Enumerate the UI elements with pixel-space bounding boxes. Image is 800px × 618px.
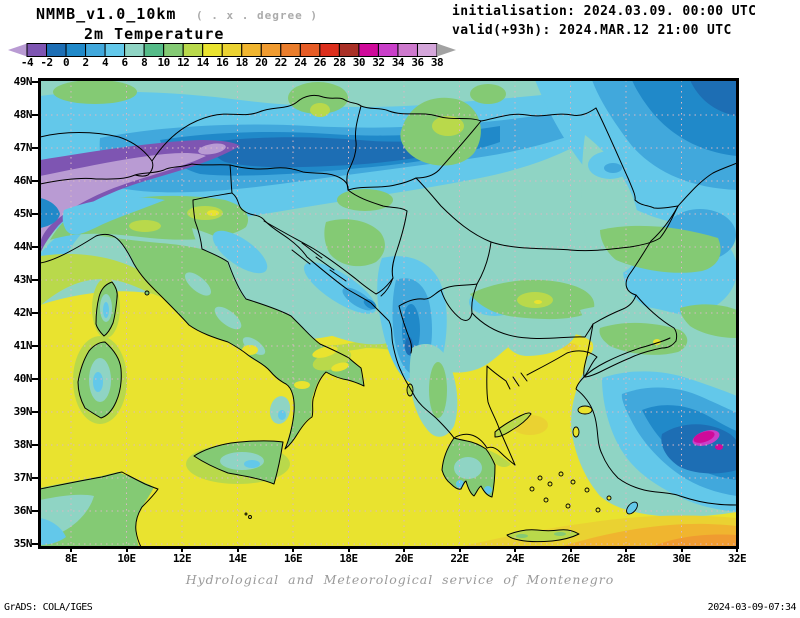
lat-tick: [32, 378, 38, 380]
colorbar-tick: 12: [177, 56, 190, 69]
model-title: NMMB_v1.0_10km: [36, 5, 177, 23]
lat-label: 47N: [13, 141, 33, 154]
lat-label: 42N: [13, 306, 33, 319]
lon-tick: [458, 547, 461, 552]
colorbar-tick: 32: [372, 56, 385, 69]
grid-layer: [40, 80, 737, 547]
lat-tick: [32, 345, 38, 347]
lon-label: 8E: [64, 552, 78, 565]
lat-tick: [32, 411, 38, 413]
colorbar-tick: 34: [391, 56, 405, 69]
init-line: initialisation: 2024.03.09. 00:00 UTC: [452, 4, 757, 19]
lat-tick: [32, 543, 38, 545]
lat-tick: [32, 279, 38, 281]
service-credit: Hydrological and Meteorological service …: [185, 572, 615, 587]
lat-label: 39N: [13, 405, 33, 418]
map-frame: [38, 78, 739, 549]
colorbar-tick: 10: [157, 56, 171, 69]
colorbar-tick: 24: [294, 56, 307, 69]
lon-tick: [680, 547, 683, 552]
lat-label: 41N: [13, 339, 33, 352]
lat-label: 38N: [13, 438, 33, 451]
colorbar-tick: 22: [274, 56, 288, 69]
colorbar-tick: 14: [196, 56, 210, 69]
country-borders-layer: [40, 94, 737, 547]
lat-tick: [32, 246, 38, 248]
colorbar-tick: 30: [352, 56, 366, 69]
creation-timestamp: 2024-03-09-07:34: [707, 602, 797, 613]
lon-label: 10E: [117, 552, 136, 565]
colorbar-tick: -4: [20, 56, 34, 69]
lat-label: 35N: [13, 537, 33, 550]
lon-label: 18E: [339, 552, 358, 565]
lat-tick: [32, 477, 38, 479]
colorbar-tick: -2: [40, 56, 53, 69]
lon-tick: [125, 547, 128, 552]
lon-tick: [70, 547, 72, 552]
lon-label: 26E: [561, 552, 580, 565]
lon-label: 24E: [505, 552, 525, 565]
model-note: ( . x . degree ): [196, 9, 318, 22]
lat-label: 37N: [13, 471, 33, 484]
lon-tick: [292, 547, 294, 552]
field-title: 2m Temperature: [84, 25, 225, 43]
lon-label: 30E: [672, 552, 691, 565]
lon-label: 16E: [283, 552, 303, 565]
colorbar-tick: 26: [313, 56, 327, 69]
colorbar-tick: 38: [430, 56, 444, 69]
lat-label: 36N: [13, 504, 33, 517]
colorbar-tick: 8: [141, 56, 148, 69]
colorbar-tick: 20: [255, 56, 268, 69]
valid-line: valid(+93h): 2024.MAR.12 21:00 UTC: [452, 23, 732, 38]
lat-tick: [32, 114, 38, 116]
colorbar-tick: 6: [121, 56, 129, 69]
colorbar-tick: 2: [82, 56, 90, 69]
lon-label: 22E: [450, 552, 469, 565]
small-islands-layer: [144, 290, 638, 519]
lat-tick: [32, 180, 38, 182]
lat-label: 45N: [13, 207, 33, 220]
colorbar-tick: 28: [333, 56, 346, 69]
lon-tick: [347, 547, 350, 552]
colorbar-svg: [8, 43, 456, 57]
lat-tick: [32, 81, 38, 83]
lon-tick: [181, 547, 183, 552]
lat-tick: [32, 444, 38, 446]
colorbar-tick: 0: [62, 56, 70, 69]
lat-label: 44N: [13, 240, 33, 253]
lon-tick: [236, 547, 239, 552]
temperature-field-map: [40, 80, 737, 547]
lon-tick: [625, 547, 627, 552]
lon-tick: [403, 547, 405, 552]
grads-credit: GrADS: COLA/IGES: [4, 602, 93, 613]
lat-tick: [32, 213, 38, 215]
lat-label: 46N: [13, 174, 33, 187]
colorbar-tick: 16: [216, 56, 229, 69]
lat-label: 49N: [13, 75, 33, 88]
lat-label: 43N: [13, 273, 33, 286]
lat-tick: [32, 312, 38, 314]
lon-tick: [569, 547, 572, 552]
colorbar-tick: 4: [102, 56, 109, 69]
colorbar-tick: 18: [235, 56, 249, 69]
lat-label: 40N: [13, 372, 33, 385]
lat-tick: [32, 510, 38, 512]
lon-label: 14E: [228, 552, 247, 565]
map-border: [40, 80, 737, 547]
lat-tick: [32, 147, 38, 149]
lon-label: 20E: [394, 552, 414, 565]
colorbar-tick: 36: [411, 56, 424, 69]
lon-tick: [514, 547, 516, 552]
lon-label: 32E: [727, 552, 747, 565]
lon-label: 12E: [172, 552, 192, 565]
lat-label: 48N: [13, 108, 33, 121]
lon-tick: [736, 547, 738, 552]
temperature-colorbar: [7, 42, 457, 57]
lon-label: 28E: [616, 552, 636, 565]
